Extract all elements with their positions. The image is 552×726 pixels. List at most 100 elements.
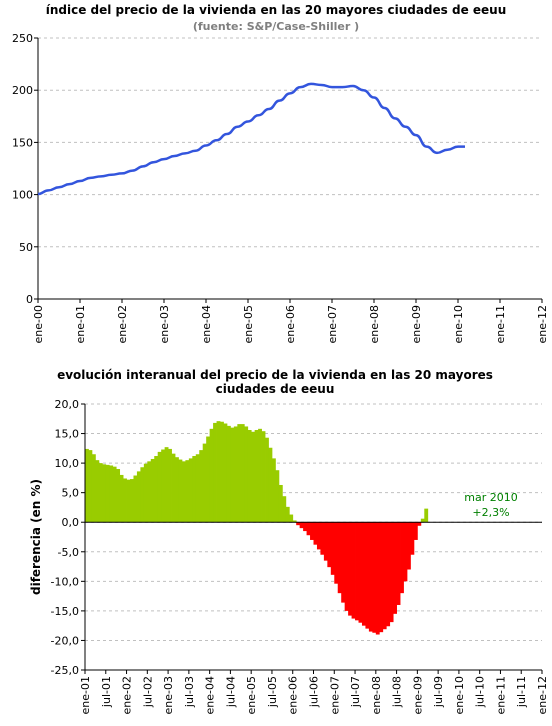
chart-2-bar <box>341 522 346 603</box>
chart-2-bar <box>199 450 204 523</box>
chart-2-bar <box>271 458 276 523</box>
chart-2-bar <box>85 448 89 523</box>
chart-2-x-tick-label: ene-10 <box>453 676 466 714</box>
chart-2-title-line-1: evolución interanual del precio de la vi… <box>57 368 493 382</box>
chart-2-bar <box>379 522 384 633</box>
chart-2-y-tick-label: 5,0 <box>62 487 80 500</box>
chart-2-bar <box>403 522 408 582</box>
chart-2-x-tick-label: jul-11 <box>515 676 528 708</box>
chart-2-bar <box>306 522 311 536</box>
chart-2-bar <box>116 469 121 523</box>
chart-2-x-tick-label: jul-02 <box>141 676 154 708</box>
chart-1-x-tick-label: ene-09 <box>410 305 423 343</box>
chart-2-bar <box>220 421 224 523</box>
chart-2-bar <box>389 522 394 623</box>
chart-2-bar <box>237 424 242 523</box>
chart-2-bar <box>337 522 342 594</box>
chart-2-bar <box>226 425 231 523</box>
chart-2-x-tick-label: ene-01 <box>79 676 92 714</box>
chart-2-y-tick-label: -20,0 <box>51 634 79 647</box>
chart-2-x-tick-label: jul-08 <box>391 676 404 708</box>
chart-2-bar <box>171 453 176 523</box>
chart-2-y-tick-labels: 20,0 15,0 10,0 5,0 0,0 -5,0 -10,0 -15,0 -20,0 -25… <box>51 398 79 677</box>
chart-1-x-tick-labels: ene-00 ene-01 ene-02 ene-03 ene-04 ene-05 ene-… <box>32 305 549 343</box>
chart-2-bar <box>320 522 325 555</box>
chart-1-x-tick-label: ene-11 <box>494 305 507 343</box>
chart-2-bar <box>102 464 107 523</box>
chart-1-x-tick-label: ene-03 <box>158 305 171 343</box>
chart-2-bar <box>393 522 397 614</box>
chart-2-bar <box>251 431 256 523</box>
chart-2-x-tick-label: jul-06 <box>308 676 321 708</box>
chart-1-x-tick-label: ene-10 <box>452 305 465 343</box>
chart-2-y-tick-label: -15,0 <box>51 605 79 618</box>
chart-1-series-line <box>37 82 465 196</box>
chart-1-x-tick-label: ene-07 <box>326 305 339 343</box>
chart-2-axes <box>84 404 543 674</box>
chart-2-bar <box>278 484 283 523</box>
chart-2-title-line-2: ciudades de eeuu <box>216 382 335 396</box>
chart-1-y-tick-labels: 0 50 100 150 200 250 <box>12 32 33 306</box>
chart-1: índice del precio de la vivienda en las … <box>12 3 549 343</box>
chart-2-bar <box>344 522 349 611</box>
chart-2-bar <box>382 522 387 630</box>
chart-2-bar <box>230 427 235 523</box>
chart-2-bar <box>323 522 328 561</box>
chart-2-bar <box>157 451 162 523</box>
chart-2-bar <box>261 431 266 523</box>
chart-1-gridlines <box>34 37 542 300</box>
chart-2-annotation-date: mar 2010 <box>464 491 517 504</box>
chart-2-y-tick-label: 20,0 <box>55 398 80 411</box>
chart-2-y-tick-label: -5,0 <box>58 546 79 559</box>
chart-2-bar <box>406 522 411 570</box>
chart-2-bar <box>310 522 314 540</box>
chart-2-bar <box>313 522 318 545</box>
chart-2-bar <box>265 437 269 523</box>
chart-1-y-tick-label: 200 <box>12 84 33 97</box>
chart-2-bar <box>98 463 103 523</box>
chart-2-bar <box>147 461 152 523</box>
chart-2-x-tick-label: ene-04 <box>204 676 217 714</box>
chart-2-bar <box>355 522 359 621</box>
chart-2-bar <box>105 464 110 523</box>
chart-2-y-tick-label: -10,0 <box>51 575 79 588</box>
chart-2-bar <box>175 457 179 523</box>
chart-2-bar <box>233 426 238 523</box>
chart-2-x-tick-label: jul-10 <box>474 676 487 708</box>
chart-2-bar <box>161 449 166 523</box>
chart-1-x-tick-label: ene-02 <box>116 305 129 343</box>
chart-2-bar <box>206 436 211 523</box>
chart-2-bar <box>209 428 214 523</box>
chart-2-bar <box>247 430 252 523</box>
chart-2-bar <box>372 522 377 633</box>
chart-2-bar <box>130 479 134 523</box>
chart-2-bar <box>365 522 370 629</box>
chart-2-bar <box>112 466 117 523</box>
chart-2-bar <box>123 478 127 523</box>
chart-2-bar <box>188 458 193 523</box>
chart-1-y-tick-label: 150 <box>12 136 33 149</box>
chart-1-y-tick-label: 250 <box>12 32 33 45</box>
chart-2-bar <box>192 456 197 523</box>
chart-2-x-tick-label: jul-09 <box>432 676 445 708</box>
chart-1-y-tick-label: 0 <box>26 293 33 306</box>
chart-2-y-tick-label: -25,0 <box>51 664 79 677</box>
chart-2-bars <box>85 421 429 635</box>
chart-2: evolución interanual del precio de la vi… <box>29 368 549 714</box>
chart-2-bar <box>375 522 380 635</box>
chart-2-bar <box>358 522 363 623</box>
chart-2-bar <box>275 470 280 523</box>
chart-2-bar <box>292 520 297 523</box>
chart-1-x-tick-label: ene-00 <box>32 305 45 343</box>
chart-2-bar <box>268 447 273 523</box>
chart-1-x-tick-label: ene-08 <box>368 305 381 343</box>
chart-2-bar <box>289 514 294 523</box>
chart-2-x-tick-label: ene-12 <box>536 676 549 714</box>
chart-2-bar <box>410 522 415 555</box>
chart-2-bar <box>361 522 366 626</box>
chart-2-bar <box>351 522 356 619</box>
chart-2-bar <box>216 421 221 523</box>
chart-2-bar <box>244 426 249 523</box>
chart-2-x-tick-labels: ene-01 jul-01 ene-02 jul-02 ene-03 jul-03 ene-… <box>79 676 549 714</box>
chart-2-x-tick-label: jul-03 <box>183 676 196 708</box>
